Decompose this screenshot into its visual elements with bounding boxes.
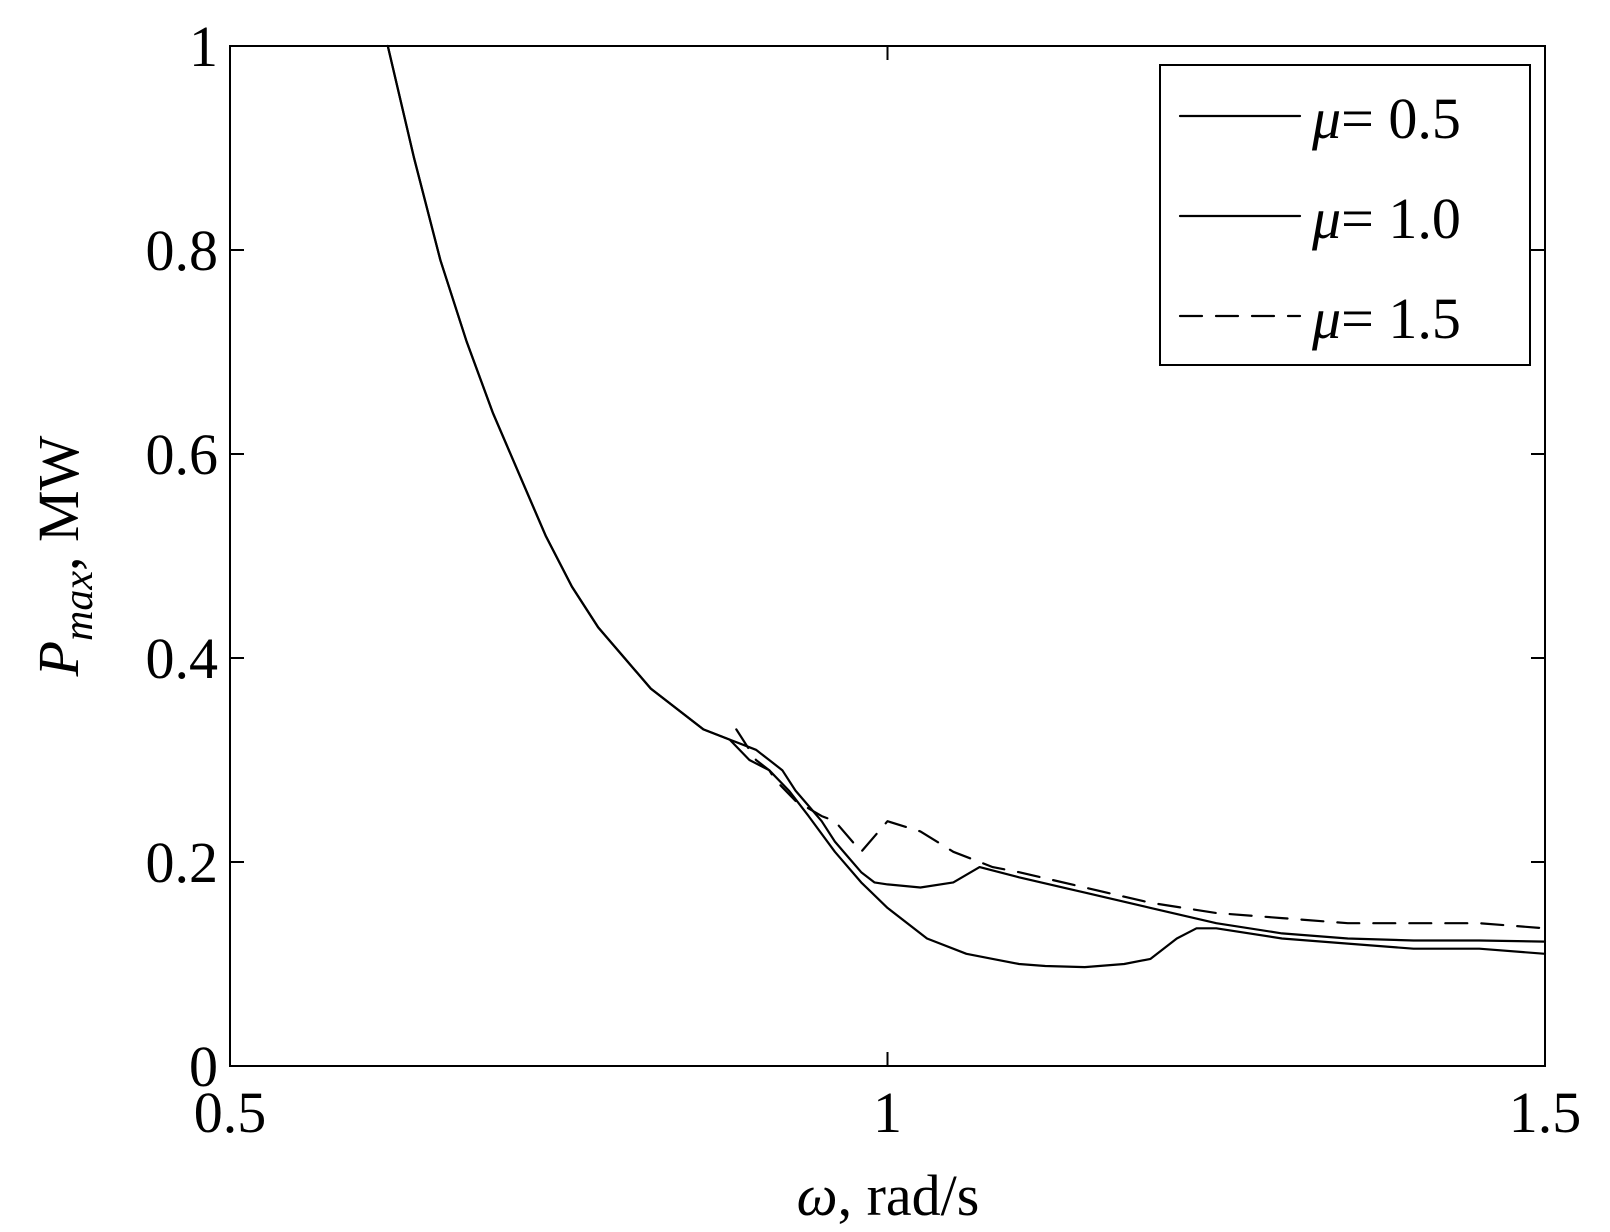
legend-label-symbol: μ [1311,286,1341,351]
legend-label-symbol: μ [1311,86,1341,151]
y-tick-label: 0.2 [146,830,219,895]
y-axis-label-subscript: max [56,571,102,641]
legend-label-symbol: μ [1311,186,1341,251]
legend-label-1: μ= 0.5 [1311,86,1461,151]
legend-label-value: = 1.5 [1341,286,1461,351]
x-axis-label: ω, rad/s [797,1163,980,1228]
y-tick-label: 0.6 [146,422,219,487]
x-tick-label: 1.5 [1509,1080,1582,1145]
y-tick-label: 0.8 [146,218,219,283]
legend-label-value: = 1.0 [1341,186,1461,251]
y-axis-label-symbol: P [26,641,91,677]
x-tick-label: 0.5 [194,1080,267,1145]
legend-label-value: = 0.5 [1341,86,1461,151]
legend-label-2: μ= 1.0 [1311,186,1461,251]
x-axis-label-symbol: ω [797,1163,838,1228]
series-lines [386,44,1547,969]
x-axis-label-unit: , rad/s [838,1163,980,1228]
y-tick-label: 1 [189,14,218,79]
axis-ticks [229,45,1546,1067]
legend: μ= 0.5μ= 1.0μ= 1.5 [1159,64,1531,366]
series-line-2 [386,44,1547,943]
y-tick-label: 0.4 [146,626,219,691]
series-line-3 [735,728,1547,930]
y-tick-label: 0 [189,1034,218,1099]
y-axis-label-unit: , MW [26,435,91,571]
y-axis-label: Pmax, MW [26,435,102,677]
legend-items: μ= 0.5μ= 1.0μ= 1.5 [1178,86,1461,351]
legend-label-3: μ= 1.5 [1311,286,1461,351]
tick-labels: 0.5 1 1.5 0 0.2 0.4 0.6 0.8 1 [146,14,1582,1145]
x-tick-label: 1 [873,1080,902,1145]
